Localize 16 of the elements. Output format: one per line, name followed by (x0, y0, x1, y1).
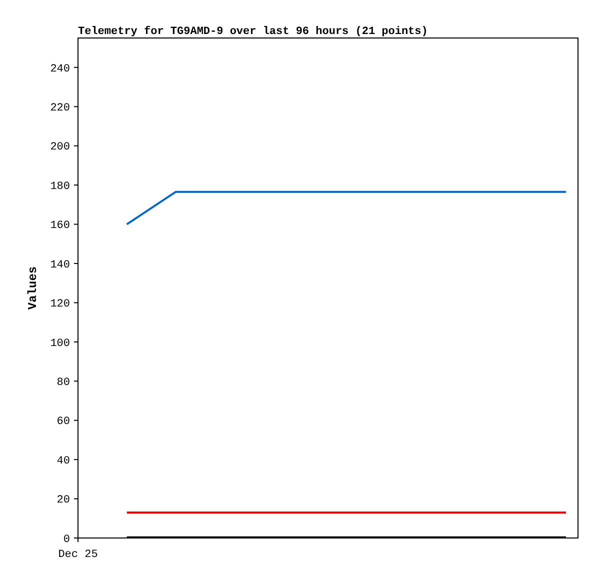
x-tick-label: Dec 25 (58, 549, 98, 561)
y-tick-label: 180 (50, 180, 70, 193)
y-tick-label: 0 (63, 534, 70, 546)
y-tick-label: 120 (50, 298, 70, 311)
y-tick-label: 140 (50, 259, 70, 272)
y-tick-label: 160 (50, 220, 70, 232)
y-tick-label: 220 (50, 102, 70, 114)
y-tick-label: 20 (56, 494, 70, 507)
y-tick-label: 60 (56, 416, 70, 428)
y-axis-title: Values (26, 266, 40, 310)
y-tick-label: 200 (50, 142, 70, 154)
y-tick-label: 40 (56, 455, 70, 468)
chart-title: Telemetry for TG9AMD-9 over last 96 hours (21 points) (78, 25, 428, 38)
y-tick-label: 80 (56, 376, 70, 389)
y-tick-label: 240 (50, 63, 70, 76)
y-tick-label: 100 (50, 338, 70, 350)
